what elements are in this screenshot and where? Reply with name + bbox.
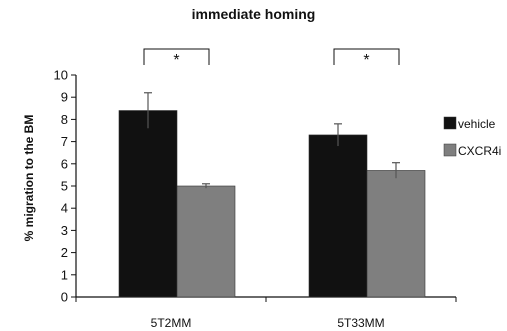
significance-star: * [173,52,179,69]
legend-swatch-vehicle [443,116,457,130]
y-tick-label: 0 [61,290,68,305]
labels: 0 1 2 3 4 5 6 7 8 9 10 % migration to the BM 5T2MM * 5… [22,48,400,330]
y-tick-label: 6 [61,156,68,171]
y-tick-label: 4 [61,201,68,216]
bar-vehicle-5T2MM [118,110,178,298]
significance-bracket [143,48,210,65]
significance-bracket [333,48,400,65]
y-tick-label: 5 [61,179,68,194]
legend: vehicle CXCR4i [443,116,501,158]
bar-CXCR4i-5T33MM [366,170,426,298]
legend-swatch-CXCR4i [443,143,457,157]
y-tick-label: 10 [54,68,68,83]
y-tick-label: 8 [61,112,68,127]
y-tick-label: 2 [61,245,68,260]
y-tick-label: 7 [61,134,68,149]
bars [118,92,426,298]
y-tick-label: 3 [61,223,68,238]
chart-title: immediate homing [191,6,316,22]
category-label: 5T2MM [151,316,192,330]
bar-vehicle-5T33MM [308,134,368,298]
y-tick-label: 9 [61,90,68,105]
category-label: 5T33MM [337,316,384,330]
legend-label-CXCR4i: CXCR4i [458,144,501,158]
legend-label-vehicle: vehicle [458,117,496,131]
significance-star: * [363,52,369,69]
y-axis-label: % migration to the BM [22,115,36,242]
bar-CXCR4i-5T2MM [176,185,236,298]
y-tick-label: 1 [61,267,68,282]
